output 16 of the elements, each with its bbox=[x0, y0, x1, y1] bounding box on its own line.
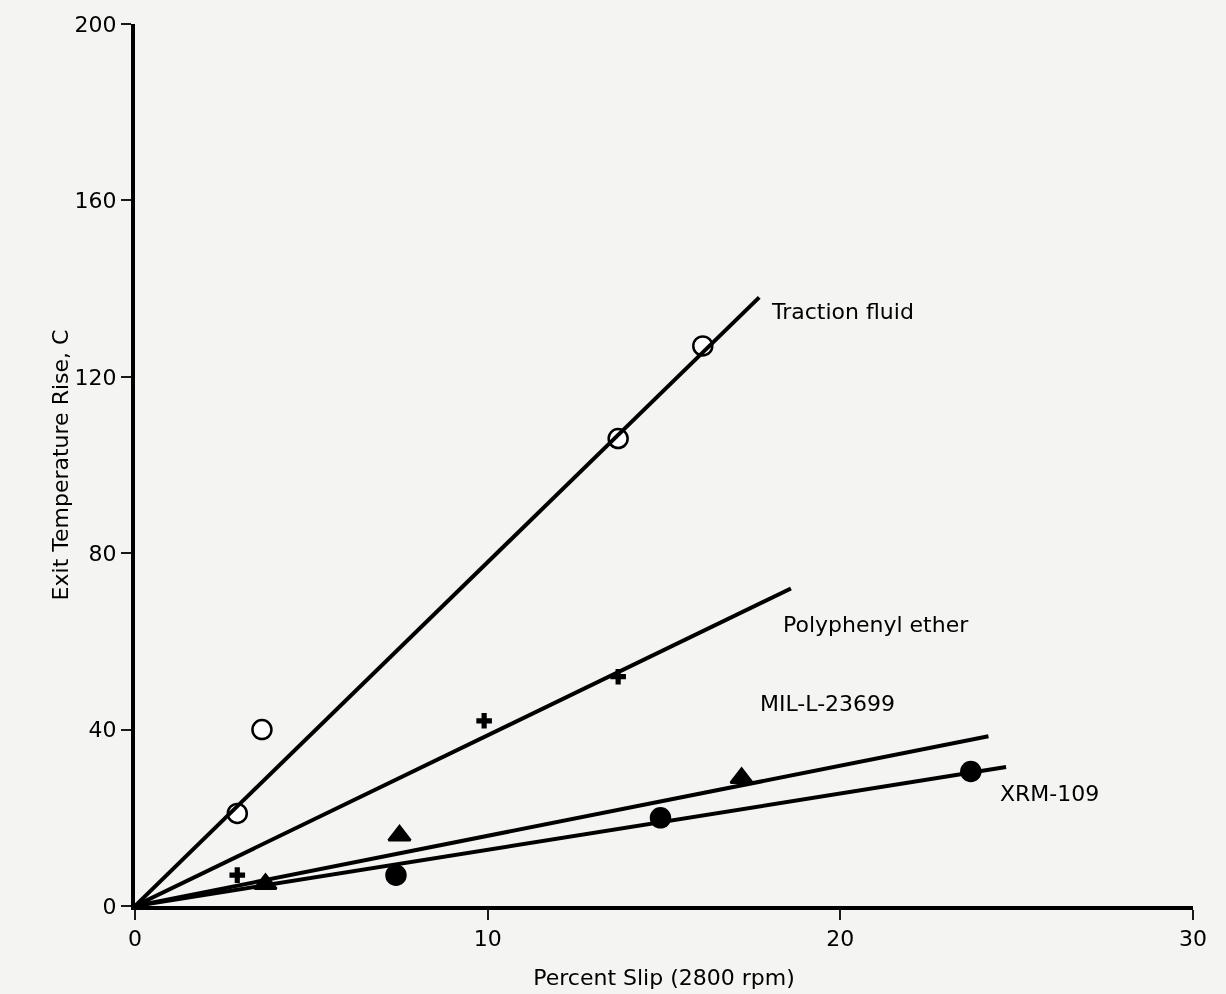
x-axis-title: Percent Slip (2800 rpm) bbox=[533, 965, 795, 990]
y-tick-label: 160 bbox=[74, 188, 117, 214]
y-tick-label: 0 bbox=[102, 893, 117, 919]
x-tick-label: 0 bbox=[128, 926, 142, 952]
x-tick-label: 20 bbox=[826, 926, 855, 952]
x-tick-label: 30 bbox=[1179, 926, 1207, 952]
y-tick-label: 40 bbox=[88, 717, 117, 743]
series-label: MIL-L-23699 bbox=[760, 691, 896, 716]
y-tick-label: 200 bbox=[74, 11, 117, 37]
y-axis-title: Exit Temperature Rise, C bbox=[47, 329, 73, 601]
x-tick-label: 10 bbox=[473, 926, 502, 952]
y-tick-label: 80 bbox=[88, 540, 117, 566]
series-label: Traction fluid bbox=[771, 299, 914, 324]
series-label: XRM-109 bbox=[1000, 781, 1100, 806]
y-tick-label: 120 bbox=[74, 364, 117, 390]
series-label: Polyphenyl ether bbox=[783, 612, 970, 637]
